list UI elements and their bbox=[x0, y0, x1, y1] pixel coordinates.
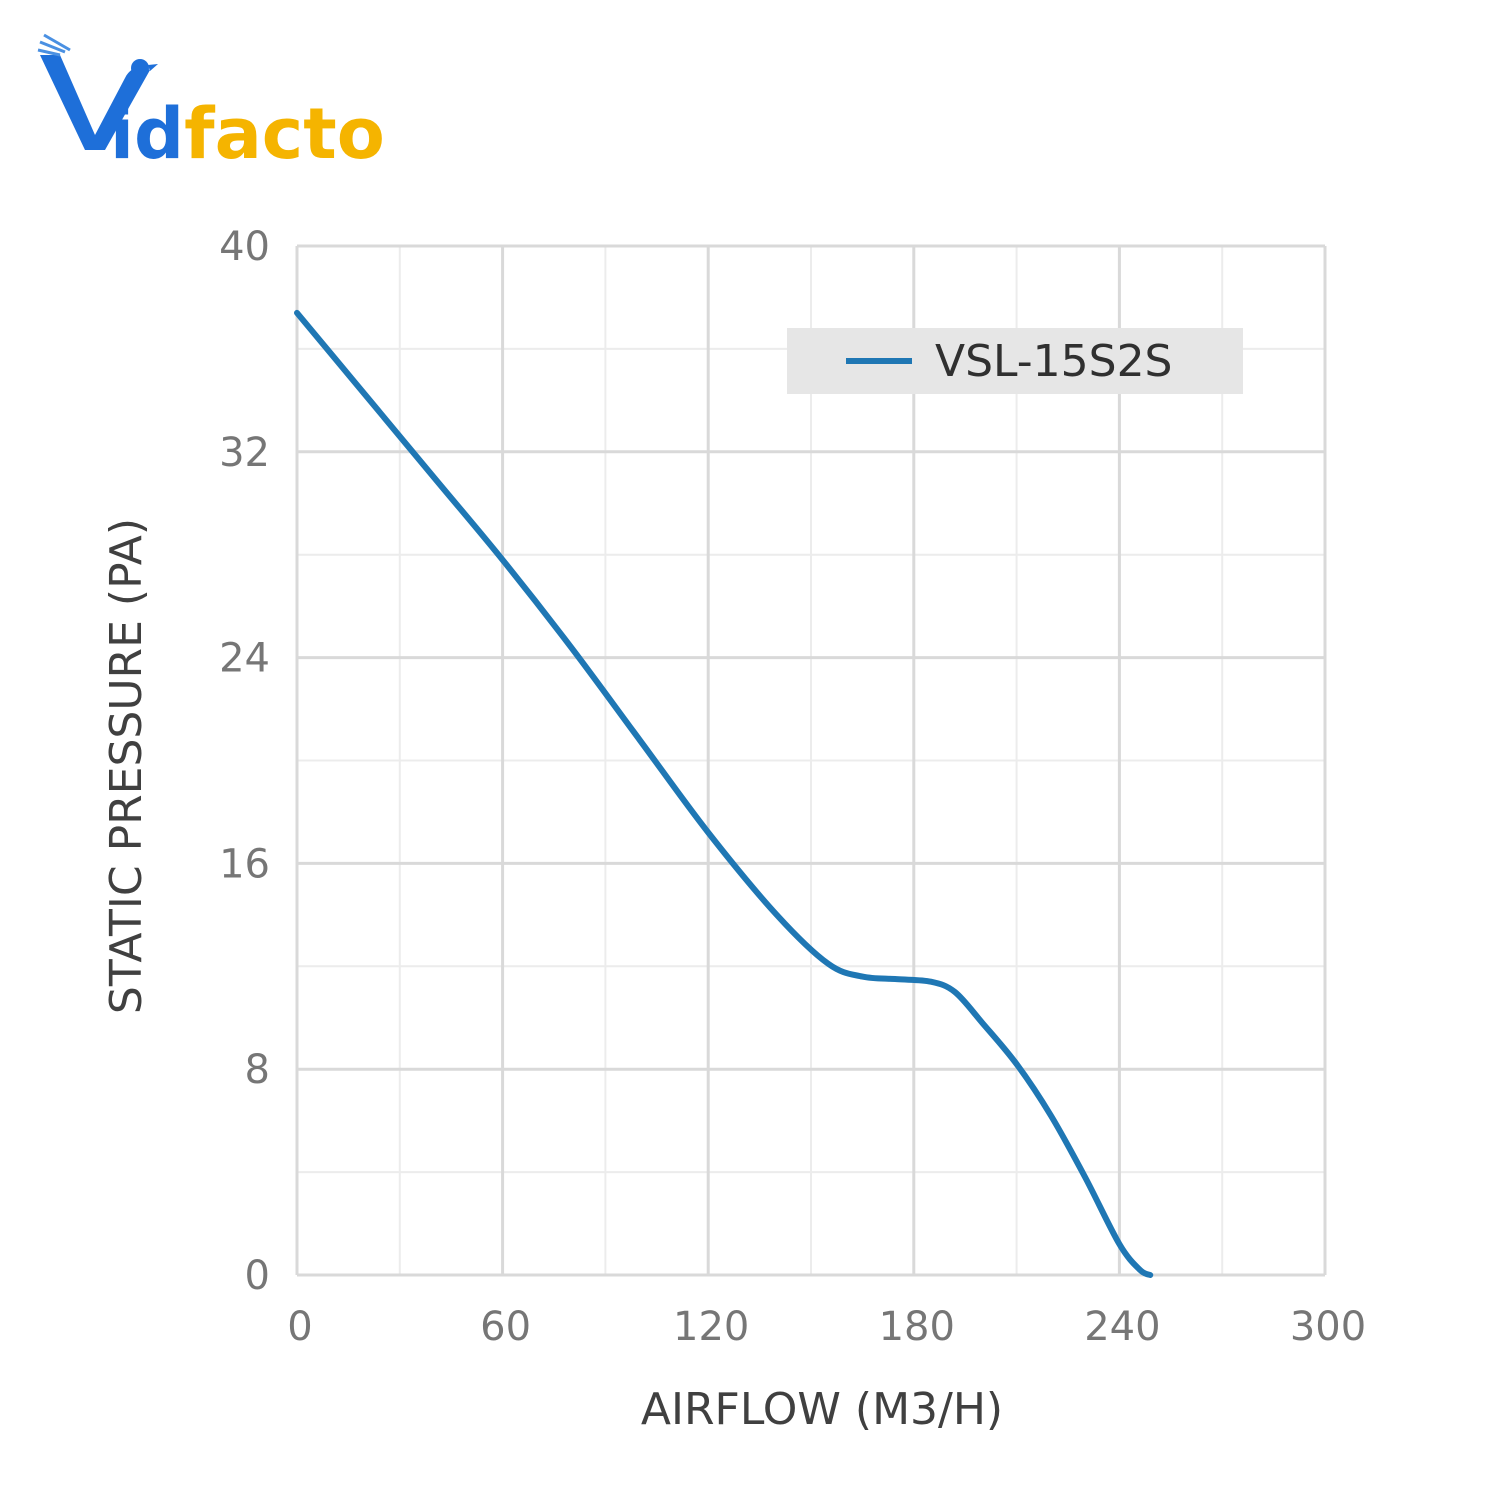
grid-minor bbox=[297, 246, 1325, 1275]
y-tick-label: 0 bbox=[245, 1253, 270, 1299]
legend-label: VSL-15S2S bbox=[935, 336, 1173, 387]
series-line bbox=[294, 309, 1154, 1278]
series-layer bbox=[294, 309, 1154, 1278]
y-axis-title: STATIC PRESSURE (PA) bbox=[101, 518, 152, 1014]
logo-text: idfactor bbox=[110, 93, 390, 170]
x-axis-ticks: 0 60 120 180 240 300 bbox=[287, 1304, 1366, 1350]
y-tick-label: 32 bbox=[219, 430, 270, 476]
y-tick-label: 16 bbox=[219, 841, 270, 887]
brand-logo: idfactor bbox=[37, 33, 390, 170]
y-axis-ticks: 0 8 16 24 32 40 bbox=[219, 224, 270, 1299]
grid-major bbox=[295, 244, 1327, 1277]
legend: VSL-15S2S bbox=[787, 328, 1243, 394]
x-tick-label: 120 bbox=[673, 1304, 749, 1350]
x-tick-label: 240 bbox=[1084, 1304, 1160, 1350]
x-tick-label: 180 bbox=[879, 1304, 955, 1350]
x-tick-label: 60 bbox=[480, 1304, 531, 1350]
x-axis-title: AIRFLOW (M3/H) bbox=[641, 1384, 1003, 1435]
y-tick-label: 24 bbox=[219, 636, 270, 682]
x-tick-label: 0 bbox=[287, 1304, 312, 1350]
bird-icon bbox=[37, 33, 158, 150]
x-tick-label: 300 bbox=[1290, 1304, 1366, 1350]
y-tick-label: 40 bbox=[219, 224, 270, 270]
y-tick-label: 8 bbox=[245, 1047, 270, 1093]
